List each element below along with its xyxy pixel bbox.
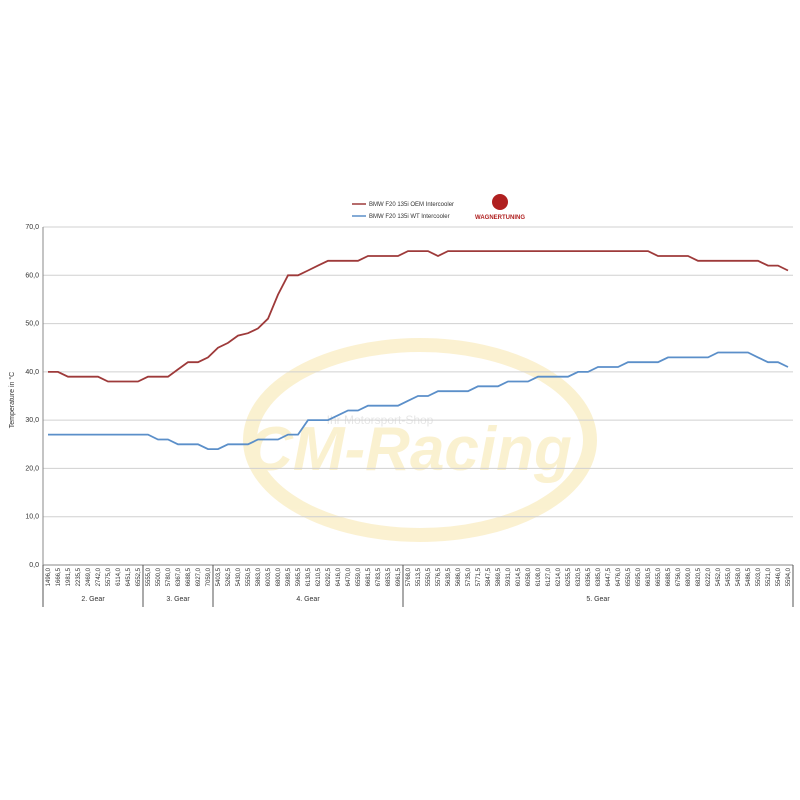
y-tick-label: 70,0 bbox=[25, 224, 39, 231]
group-label: 5. Gear bbox=[586, 596, 610, 603]
y-tick-label: 20,0 bbox=[25, 465, 39, 472]
series-line bbox=[48, 250, 789, 383]
x-tick-label: 6451,5 bbox=[126, 567, 132, 586]
x-tick-label: 6127,0 bbox=[546, 567, 552, 586]
x-tick-label: 5735,0 bbox=[466, 567, 472, 586]
x-tick-label: 5771,5 bbox=[476, 567, 482, 586]
legend-label: BMW F20 135i WT Intercooler bbox=[369, 214, 450, 220]
x-tick-label: 6210,5 bbox=[316, 567, 322, 586]
x-tick-label: 5965,5 bbox=[296, 567, 302, 586]
x-tick-label: 6385,0 bbox=[596, 567, 602, 586]
x-tick-label: 5550,5 bbox=[246, 567, 252, 586]
x-tick-label: 6630,5 bbox=[646, 567, 652, 586]
x-tick-label: 5503,0 bbox=[756, 567, 762, 586]
x-tick-label: 6688,5 bbox=[666, 567, 672, 586]
x-tick-label: 6800,0 bbox=[276, 567, 282, 586]
x-tick-label: 6108,0 bbox=[536, 567, 542, 586]
x-tick-label: 6014,5 bbox=[516, 567, 522, 586]
logo-text: WAGNERTUNING bbox=[475, 215, 525, 221]
x-tick-label: 6809,0 bbox=[686, 567, 692, 586]
x-tick-label: 6552,5 bbox=[136, 567, 142, 586]
x-tick-label: 6756,0 bbox=[676, 567, 682, 586]
x-tick-label: 1981,5 bbox=[66, 567, 72, 586]
x-tick-label: 5847,5 bbox=[486, 567, 492, 586]
x-tick-label: 5521,0 bbox=[766, 567, 772, 586]
x-tick-label: 1666,5 bbox=[56, 567, 62, 586]
watermark-title: CM-Racing bbox=[248, 415, 572, 484]
y-tick-label: 30,0 bbox=[25, 417, 39, 424]
x-tick-label: 5486,5 bbox=[746, 567, 752, 586]
x-tick-label: 6416,0 bbox=[336, 567, 342, 586]
x-tick-label: 5931,0 bbox=[506, 567, 512, 586]
logo-mark bbox=[492, 194, 508, 210]
x-tick-label: 5452,0 bbox=[716, 567, 722, 586]
x-tick-label: 6214,0 bbox=[556, 567, 562, 586]
x-tick-label: 6595,0 bbox=[636, 567, 642, 586]
x-tick-label: 6255,5 bbox=[566, 567, 572, 586]
x-tick-label: 6470,0 bbox=[346, 567, 352, 586]
x-tick-label: 6130,5 bbox=[306, 567, 312, 586]
y-tick-label: 50,0 bbox=[25, 321, 39, 328]
x-tick-label: 5989,5 bbox=[286, 567, 292, 586]
y-axis-label: Temperature in °C bbox=[8, 372, 16, 429]
x-tick-label: 6003,5 bbox=[266, 567, 272, 586]
x-tick-label: 6222,0 bbox=[706, 567, 712, 586]
x-tick-label: 7059,0 bbox=[206, 567, 212, 586]
x-tick-label: 1496,0 bbox=[46, 567, 52, 586]
group-label: 4. Gear bbox=[296, 596, 320, 603]
x-tick-label: 5458,0 bbox=[736, 567, 742, 586]
x-tick-label: 6688,5 bbox=[186, 567, 192, 586]
x-tick-label: 5594,0 bbox=[786, 567, 792, 586]
x-tick-label: 5780,0 bbox=[166, 567, 172, 586]
x-tick-label: 5513,5 bbox=[416, 567, 422, 586]
group-label: 2. Gear bbox=[81, 596, 105, 603]
x-tick-label: 6783,5 bbox=[376, 567, 382, 586]
x-tick-label: 2469,0 bbox=[86, 567, 92, 586]
x-tick-label: 5863,0 bbox=[256, 567, 262, 586]
x-tick-label: 5768,0 bbox=[406, 567, 412, 586]
x-tick-label: 5430,0 bbox=[236, 567, 242, 586]
x-tick-label: 5639,5 bbox=[446, 567, 452, 586]
x-tick-label: 5550,5 bbox=[426, 567, 432, 586]
watermark: CM-Racing Ihr Motorsport-Shop bbox=[243, 338, 597, 542]
x-tick-label: 5575,0 bbox=[106, 567, 112, 586]
x-tick-label: 5555,0 bbox=[146, 567, 152, 586]
x-tick-label: 6058,0 bbox=[526, 567, 532, 586]
x-tick-label: 6476,0 bbox=[616, 567, 622, 586]
legend-label: BMW F20 135i OEM Intercooler bbox=[369, 202, 454, 208]
x-tick-label: 6927,0 bbox=[196, 567, 202, 586]
x-tick-label: 2742,0 bbox=[96, 567, 102, 586]
x-tick-label: 6655,0 bbox=[656, 567, 662, 586]
y-tick-label: 40,0 bbox=[25, 369, 39, 376]
x-tick-label: 5455,0 bbox=[726, 567, 732, 586]
x-tick-label: 5403,5 bbox=[216, 567, 222, 586]
x-tick-label: 6961,5 bbox=[396, 567, 402, 586]
y-tick-label: 0,0 bbox=[29, 562, 39, 569]
logo: WAGNERTUNING bbox=[475, 194, 525, 221]
x-tick-label: 5500,0 bbox=[156, 567, 162, 586]
x-tick-label: 6367,0 bbox=[176, 567, 182, 586]
x-tick-label: 6114,0 bbox=[116, 567, 122, 586]
y-tick-label: 10,0 bbox=[25, 514, 39, 521]
x-tick-label: 6320,5 bbox=[576, 567, 582, 586]
x-tick-label: 5686,0 bbox=[456, 567, 462, 586]
x-tick-label: 6550,5 bbox=[626, 567, 632, 586]
x-tick-label: 6559,0 bbox=[356, 567, 362, 586]
x-tick-label: 5546,0 bbox=[776, 567, 782, 586]
x-tick-label: 5869,5 bbox=[496, 567, 502, 586]
x-tick-label: 2235,5 bbox=[76, 567, 82, 586]
x-tick-label: 6681,5 bbox=[366, 567, 372, 586]
x-tick-label: 5262,5 bbox=[226, 567, 232, 586]
y-tick-label: 60,0 bbox=[25, 272, 39, 279]
watermark-ring bbox=[243, 338, 597, 542]
x-tick-label: 6292,5 bbox=[326, 567, 332, 586]
x-tick-label: 5576,5 bbox=[436, 567, 442, 586]
x-tick-label: 6356,5 bbox=[586, 567, 592, 586]
x-tick-label: 6853,5 bbox=[386, 567, 392, 586]
series-line bbox=[48, 351, 789, 450]
x-tick-label: 6820,5 bbox=[696, 567, 702, 586]
x-tick-label: 6447,5 bbox=[606, 567, 612, 586]
group-label: 3. Gear bbox=[166, 596, 190, 603]
